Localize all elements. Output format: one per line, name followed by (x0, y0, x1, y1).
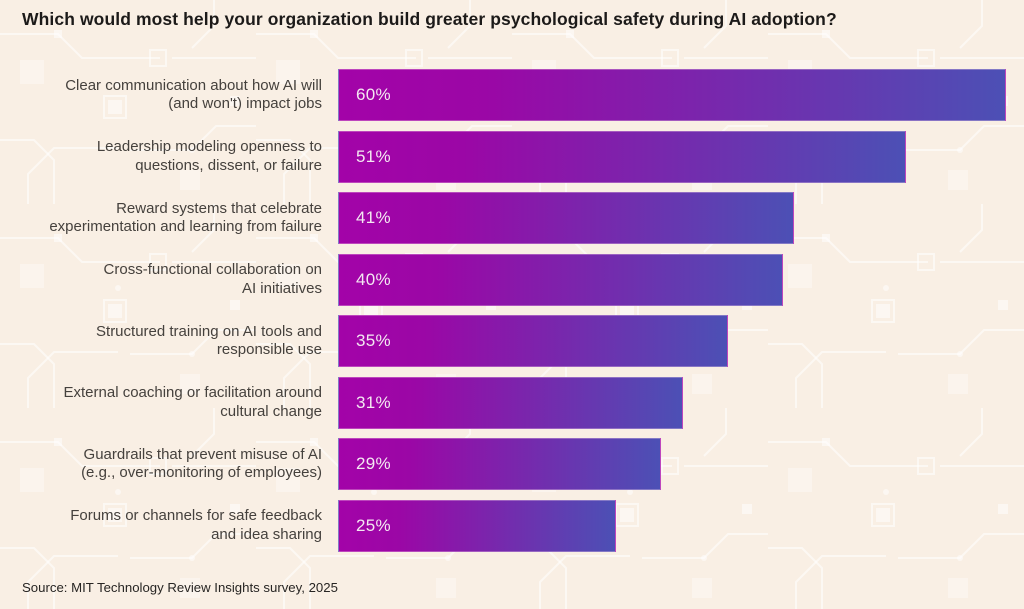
chart-row: External coaching or facilitation around… (0, 376, 1024, 429)
category-label-line: Clear communication about how AI will (65, 76, 322, 94)
source-caption: Source: MIT Technology Review Insights s… (22, 580, 338, 595)
category-label-line: (e.g., over-monitoring of employees) (81, 464, 322, 481)
chart-row: Leadership modeling openness to questions… (0, 130, 1024, 183)
category-label-line: Reward systems that celebrate (116, 199, 322, 217)
value-label: 35% (356, 331, 391, 350)
bar-track: 40% (338, 253, 1006, 306)
bar: 29% (338, 438, 661, 490)
category-label: Leadership modeling openness to questions… (0, 131, 338, 183)
category-label-line: Leadership modeling openness to (96, 138, 322, 155)
value-label: 40% (356, 269, 391, 289)
chart-row: Structured training on AI tools and respo… (0, 315, 1024, 367)
category-label-line: and idea sharing (211, 525, 322, 543)
value-label: 31% (356, 392, 391, 412)
bar-track: 35% (338, 315, 1006, 367)
bar: 51% (338, 130, 906, 183)
bar: 40% (338, 253, 784, 306)
value-label: 60% (356, 85, 391, 104)
category-label: Guardrails that prevent misuse of AI (e.g… (0, 438, 338, 490)
category-label-line: AI initiatives (241, 279, 322, 297)
category-label-line: External coaching or facilitation around (63, 384, 323, 401)
category-label-line: Structured training on AI tools and (96, 322, 322, 340)
chart-row: Clear communication about how AI will (an… (0, 69, 1024, 121)
category-label-line: Cross-functional collaboration on (103, 261, 322, 278)
category-label-line: (and won't) impact jobs (168, 95, 322, 112)
category-label-line: questions, dissent, or failure (135, 156, 322, 174)
chart-row: Cross-functional collaboration on AI init… (0, 253, 1024, 306)
category-label: Cross-functional collaboration on AI init… (0, 254, 338, 306)
bar-chart: Clear communication about how AI will (an… (0, 69, 1024, 561)
category-label: Forums or channels for safe feedback and … (0, 500, 338, 552)
chart-row: Guardrails that prevent misuse of AI (e.g… (0, 438, 1024, 490)
value-label: 41% (356, 208, 391, 227)
category-label: Reward systems that celebrate experimenta… (0, 192, 338, 244)
bar-track: 29% (338, 438, 1006, 490)
bar-track: 41% (338, 192, 1006, 244)
bar: 41% (338, 192, 795, 244)
value-label: 25% (356, 515, 391, 535)
category-label: Structured training on AI tools and respo… (0, 315, 338, 367)
bar-chart-rows: Clear communication about how AI will (an… (0, 69, 1024, 552)
category-label-line: responsible use (216, 341, 322, 358)
chart-row: Forums or channels for safe feedback and … (0, 499, 1024, 552)
bar: 31% (338, 376, 684, 429)
value-label: 51% (356, 146, 391, 166)
bar: 35% (338, 315, 728, 367)
chart-row: Reward systems that celebrate experimenta… (0, 192, 1024, 244)
category-label-line: experimentation and learning from failur… (49, 218, 322, 235)
category-label-line: Guardrails that prevent misuse of AI (83, 445, 322, 463)
category-label-line: cultural change (220, 402, 322, 420)
bar: 25% (338, 499, 617, 552)
bar-track: 51% (338, 130, 1006, 183)
value-label: 29% (356, 454, 391, 473)
bar-track: 60% (338, 69, 1006, 121)
category-label-line: Forums or channels for safe feedback (70, 507, 322, 524)
category-label: Clear communication about how AI will (an… (0, 69, 338, 121)
bar-track: 31% (338, 376, 1006, 429)
bar: 60% (338, 69, 1006, 121)
category-label: External coaching or facilitation around… (0, 377, 338, 429)
chart-title: Which would most help your organization … (22, 9, 837, 29)
bar-track: 25% (338, 499, 1006, 552)
